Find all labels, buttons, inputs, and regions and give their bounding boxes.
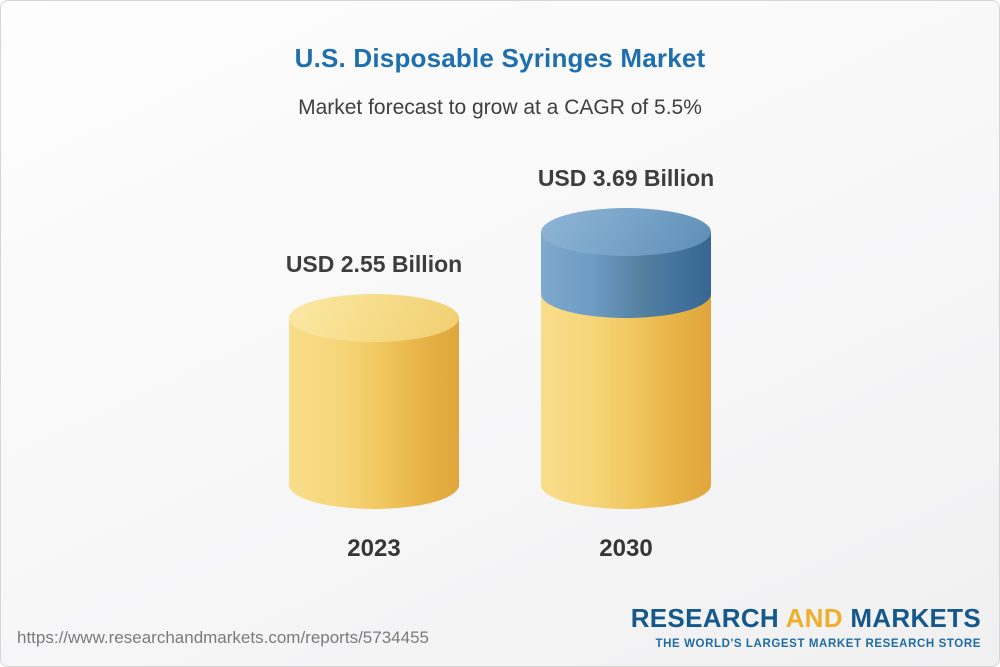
cylinder-body-yellow [289,318,459,509]
chart-header: U.S. Disposable Syringes Market Market f… [1,1,999,120]
report-url: https://www.researchandmarkets.com/repor… [17,628,429,647]
logo-wordmark: RESEARCH AND MARKETS [631,603,981,634]
bar-chart: USD 2.55 Billion 2023 USD 3.69 Billion 2… [1,151,999,563]
axis-label-2030: 2030 [599,535,653,562]
chart-subtitle: Market forecast to grow at a CAGR of 5.5… [298,96,702,119]
logo-tagline: THE WORLD'S LARGEST MARKET RESEARCH STOR… [655,638,981,650]
value-label-2030: USD 3.69 Billion [537,165,715,191]
bar-group-2023: USD 2.55 Billion 2023 [281,251,501,563]
value-label-2023: USD 2.55 Billion [285,251,463,277]
cylinder-growth-segment-blue [541,208,711,318]
bar-group-2030: USD 3.69 Billion 2030 [533,165,753,563]
cylinder-2023 [281,294,501,523]
cylinder-cap-yellow [289,294,459,342]
axis-label-2023: 2023 [347,535,401,562]
cylinder-2030 [533,208,753,523]
growth-cap-blue [541,208,711,256]
chart-title: U.S. Disposable Syringes Market [294,43,706,73]
research-and-markets-logo: RESEARCH AND MARKETS THE WORLD'S LARGEST… [631,603,981,650]
logo-word-research: RESEARCH [630,603,780,633]
logo-word-and: AND [785,603,843,633]
logo-word-markets: MARKETS [850,603,981,633]
